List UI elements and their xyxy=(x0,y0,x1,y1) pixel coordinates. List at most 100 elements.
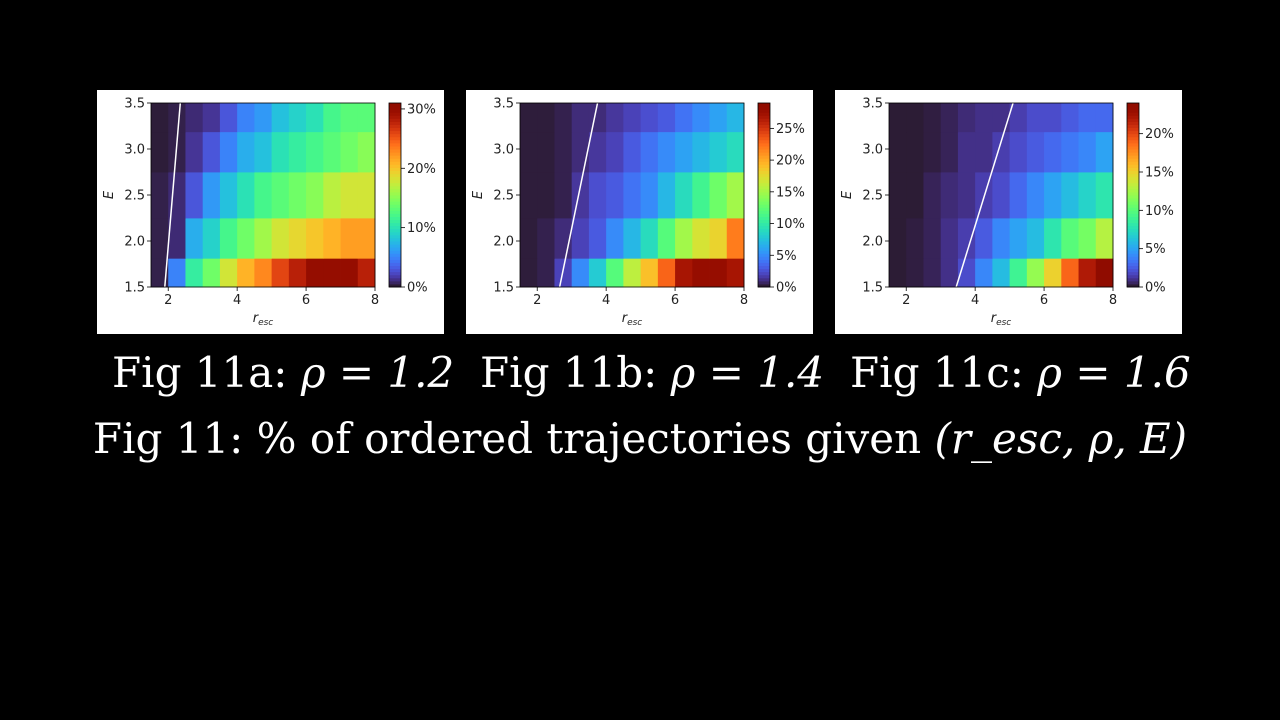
heatmap-cell xyxy=(1009,131,1028,173)
colorbar-segment xyxy=(1127,182,1139,187)
colorbar-segment xyxy=(758,225,770,230)
colorbar-segment xyxy=(389,277,401,282)
colorbar-segment xyxy=(758,198,770,202)
colorbar-segment xyxy=(758,103,770,107)
colorbar-tick-label: 30% xyxy=(407,102,436,117)
heatmap-cell xyxy=(940,258,959,288)
heatmap-cell xyxy=(623,131,642,173)
heatmap-cell xyxy=(940,131,959,173)
x-tick-label: 2 xyxy=(164,293,172,308)
colorbar-tick-label: 10% xyxy=(407,221,436,236)
boundary-line xyxy=(164,102,182,288)
y-tick-label: 2.0 xyxy=(124,235,145,250)
colorbar-segment xyxy=(758,152,770,156)
heatmap-cell xyxy=(1078,103,1097,133)
colorbar-segment xyxy=(389,173,401,178)
heatmap-cell xyxy=(588,131,607,173)
colorbar-segment xyxy=(1127,185,1139,190)
colorbar-segment xyxy=(389,109,401,113)
heatmap-cell xyxy=(1078,218,1097,259)
colorbar-segment xyxy=(1127,268,1139,273)
colorbar-segment xyxy=(758,283,770,288)
heatmap-cell xyxy=(1009,258,1028,288)
colorbar-segment xyxy=(758,247,770,251)
colorbar-segment xyxy=(389,127,401,132)
heatmap-cell xyxy=(520,218,538,259)
colorbar-segment xyxy=(1127,241,1139,245)
y-tick-label: 3.5 xyxy=(493,97,514,112)
heatmap-cell xyxy=(151,218,169,259)
heatmap-cell xyxy=(537,258,555,288)
heatmap-cell xyxy=(151,172,169,219)
colorbar-segment xyxy=(758,109,770,113)
heatmap-cell xyxy=(889,172,907,219)
heatmap-cell xyxy=(219,103,238,133)
colorbar-segment xyxy=(389,201,401,205)
heatmap-cell xyxy=(202,103,221,133)
colorbar-segment xyxy=(389,118,401,122)
colorbar-segment xyxy=(1127,164,1139,168)
colorbar-segment xyxy=(389,130,401,135)
heatmap-cell xyxy=(219,131,238,173)
x-tick-label: 6 xyxy=(671,293,679,308)
x-tick-label: 4 xyxy=(233,293,241,308)
heatmap-cell xyxy=(1095,218,1114,259)
heatmap-cell xyxy=(340,131,359,173)
colorbar-segment xyxy=(758,170,770,175)
y-tick-label: 3.5 xyxy=(124,97,145,112)
colorbar-segment xyxy=(758,155,770,159)
colorbar-segment xyxy=(1127,219,1139,224)
heatmap-cell xyxy=(1061,131,1079,173)
colorbar-segment xyxy=(758,121,770,125)
caption-11b-formula: ρ = 1.4 xyxy=(670,348,825,397)
colorbar-segment xyxy=(758,179,770,184)
heatmap-cell xyxy=(675,131,693,173)
heatmap-cell xyxy=(1078,172,1097,219)
heatmap-cell xyxy=(219,172,238,219)
colorbar-segment xyxy=(389,167,401,171)
colorbar: 0% 10% 20% 30% xyxy=(388,102,436,296)
colorbar-segment xyxy=(758,182,770,187)
heatmap-cell xyxy=(1044,103,1062,133)
heatmap-cell xyxy=(957,218,976,259)
heatmap-cell xyxy=(168,103,186,133)
heatmap-cell xyxy=(906,103,924,133)
colorbar-segment xyxy=(1127,216,1139,221)
colorbar-segment xyxy=(758,130,770,135)
x-tick-label: 8 xyxy=(740,293,748,308)
colorbar-segment xyxy=(1127,118,1139,122)
heatmap-cell xyxy=(185,258,204,288)
boundary-line xyxy=(558,102,599,288)
heatmap-cell xyxy=(992,172,1011,219)
colorbar-segment xyxy=(1127,228,1139,233)
colorbar-segment xyxy=(758,106,770,110)
colorbar-tick-label: 10% xyxy=(776,217,805,232)
heatmap-cell xyxy=(520,131,538,173)
colorbar-segment xyxy=(1127,161,1139,165)
colorbar-segment xyxy=(758,256,770,260)
colorbar-segment xyxy=(1127,188,1139,193)
colorbar-segment xyxy=(1127,244,1139,248)
colorbar-segment xyxy=(1127,112,1139,116)
heatmap-cell xyxy=(323,103,341,133)
heatmap-cell xyxy=(357,103,376,133)
heatmap-cell xyxy=(288,218,307,259)
heatmap-cell xyxy=(1078,131,1097,173)
heatmap-cell xyxy=(623,172,642,219)
heatmap-cell xyxy=(889,258,907,288)
x-tick-label: 2 xyxy=(533,293,541,308)
colorbar-segment xyxy=(758,222,770,227)
heatmap-cell xyxy=(1044,258,1062,288)
colorbar-segment xyxy=(1127,225,1139,230)
heatmap-cells-11c xyxy=(889,103,1114,288)
heatmap-cell xyxy=(940,103,959,133)
heatmap-cell xyxy=(306,172,324,219)
heatmap-cell xyxy=(306,131,324,173)
colorbar-segment xyxy=(758,115,770,119)
caption-11c: Fig 11c: ρ = 1.6 xyxy=(850,352,1191,394)
colorbar-segment xyxy=(758,204,770,208)
heatmap-cell xyxy=(992,258,1011,288)
x-tick-label: 4 xyxy=(602,293,610,308)
heatmap-cell xyxy=(254,103,273,133)
colorbar-segment xyxy=(1127,115,1139,119)
